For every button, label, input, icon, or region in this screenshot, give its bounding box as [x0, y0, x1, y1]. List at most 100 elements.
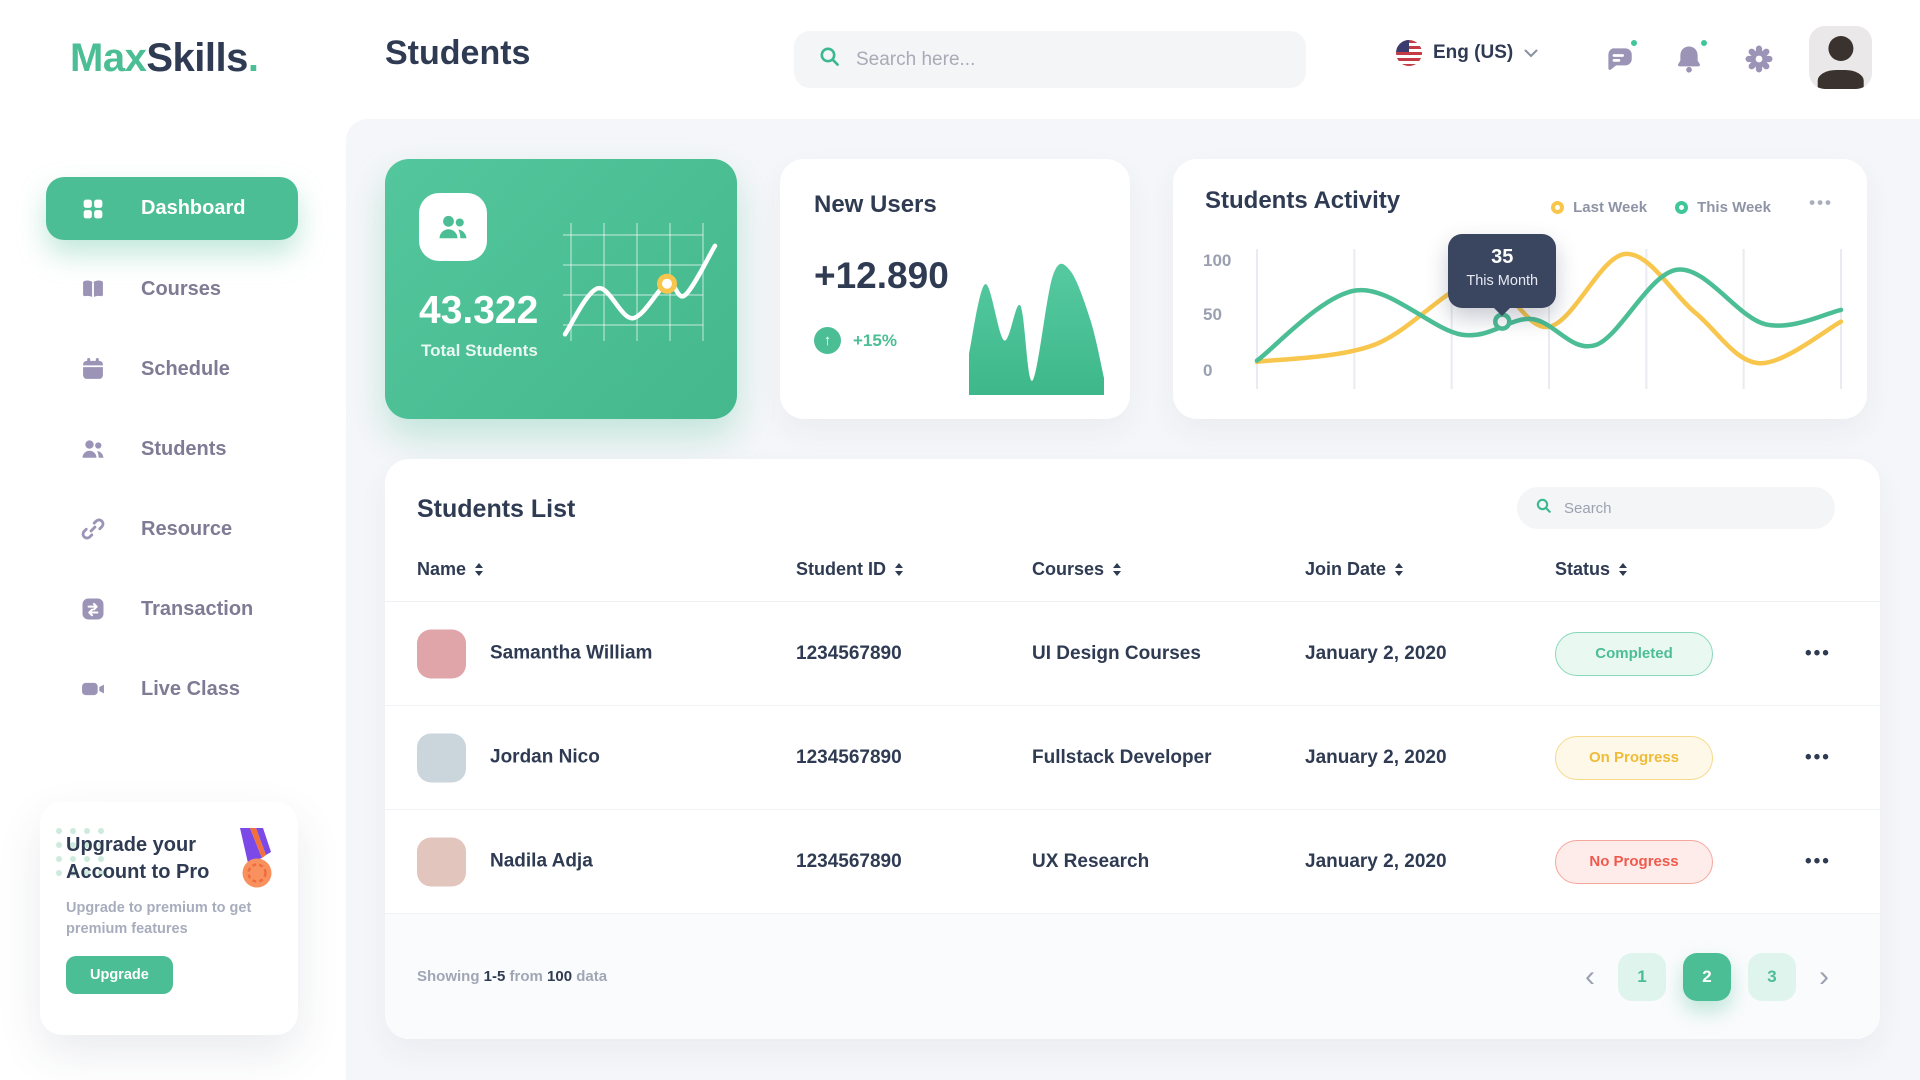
chat-icon[interactable]	[1602, 38, 1639, 78]
brand-logo: MaxSkills.	[70, 36, 259, 80]
sidebar-item-label: Courses	[141, 277, 222, 300]
sidebar-item-schedule[interactable]: Schedule	[0, 329, 346, 409]
total-students-value: 43.322	[419, 289, 539, 332]
legend-this-week: This Week	[1675, 199, 1771, 216]
sidebar-item-courses[interactable]: Courses	[0, 249, 346, 329]
language-selector[interactable]: Eng (US)	[1396, 40, 1538, 66]
table-search	[1517, 487, 1835, 529]
status-badge: No Progress	[1555, 839, 1713, 884]
new-users-title: New Users	[814, 191, 937, 218]
total-students-card: 43.322 Total Students	[385, 159, 737, 419]
grid-icon	[78, 194, 108, 224]
chevron-right-icon[interactable]: ›	[1819, 959, 1829, 993]
sort-icon	[1395, 563, 1404, 576]
row-menu-icon[interactable]: •••	[1805, 746, 1831, 768]
chart-tooltip: 35 This Month	[1448, 233, 1557, 308]
student-name: Jordan Nico	[490, 746, 600, 768]
activity-line-chart	[1254, 249, 1844, 389]
table-search-input[interactable]	[1564, 499, 1835, 517]
notification-dot	[1699, 38, 1709, 48]
sidebar-item-label: Live Class	[141, 677, 240, 700]
page-title: Students	[385, 34, 531, 72]
table-row: Nadila Adja 1234567890 UX Research Janua…	[385, 810, 1880, 914]
chart-legend: Last Week This Week	[1551, 199, 1771, 216]
student-name: Nadila Adja	[490, 850, 593, 872]
legend-dot-yellow	[1551, 201, 1565, 214]
column-header-name[interactable]: Name	[417, 559, 484, 580]
global-search	[794, 31, 1306, 88]
total-students-label: Total Students	[421, 341, 538, 360]
y-axis-tick: 0	[1203, 361, 1213, 380]
search-icon	[1535, 497, 1553, 520]
arrow-up-icon: ↑	[814, 327, 841, 354]
column-header-student-id[interactable]: Student ID	[796, 559, 903, 580]
us-flag-icon	[1396, 40, 1422, 66]
new-users-value: +12.890	[814, 255, 949, 296]
sidebar-item-label: Schedule	[141, 357, 230, 380]
pagination: ‹ 1 2 3 ›	[1579, 952, 1835, 1001]
avatar	[417, 733, 466, 782]
sort-icon	[1113, 563, 1122, 576]
transfer-icon	[78, 594, 108, 624]
sidebar-item-live-class[interactable]: Live Class	[0, 649, 346, 729]
ellipsis-icon[interactable]: •••	[1809, 193, 1833, 212]
medal-icon	[232, 828, 278, 897]
students-list-title: Students List	[417, 495, 576, 523]
sort-icon	[1619, 563, 1628, 576]
link-icon	[78, 514, 108, 544]
students-icon	[419, 193, 487, 261]
upgrade-button[interactable]: Upgrade	[66, 956, 173, 995]
language-label: Eng (US)	[1433, 42, 1514, 63]
status-badge: On Progress	[1555, 735, 1713, 780]
sidebar-item-label: Students	[141, 437, 227, 460]
new-users-card: New Users +12.890 ↑ +15%	[780, 159, 1130, 419]
search-input[interactable]	[856, 48, 1306, 71]
dots-decoration	[56, 828, 112, 884]
page-button-3[interactable]: 3	[1748, 952, 1796, 1001]
table-row: Jordan Nico 1234567890 Fullstack Develop…	[385, 706, 1880, 810]
student-id: 1234567890	[796, 850, 902, 872]
row-menu-icon[interactable]: •••	[1805, 642, 1831, 664]
column-header-courses[interactable]: Courses	[1032, 559, 1122, 580]
sidebar-item-students[interactable]: Students	[0, 409, 346, 489]
sidebar-item-transaction[interactable]: Transaction	[0, 569, 346, 649]
status-badge: Completed	[1555, 631, 1713, 676]
sidebar-item-label: Transaction	[141, 597, 254, 620]
sort-icon	[475, 563, 484, 576]
column-header-status[interactable]: Status	[1555, 559, 1628, 580]
sidebar-item-resource[interactable]: Resource	[0, 489, 346, 569]
column-header-join-date[interactable]: Join Date	[1305, 559, 1404, 580]
student-join-date: January 2, 2020	[1305, 746, 1447, 768]
student-name: Samantha William	[490, 642, 653, 664]
gear-icon[interactable]	[1742, 42, 1778, 78]
legend-last-week: Last Week	[1551, 199, 1647, 216]
student-id: 1234567890	[796, 746, 902, 768]
user-avatar[interactable]	[1809, 26, 1872, 89]
total-students-trend-chart	[562, 223, 718, 341]
page-button-1[interactable]: 1	[1618, 952, 1666, 1001]
sidebar-item-dashboard[interactable]: Dashboard	[46, 177, 298, 240]
sidebar: MaxSkills. Dashboard Courses Schedule St…	[0, 0, 346, 1080]
chevron-left-icon[interactable]: ‹	[1585, 959, 1595, 993]
page-button-2[interactable]: 2	[1683, 952, 1731, 1001]
table-header: Name Student ID Courses Join Date Status	[385, 559, 1880, 602]
student-course: Fullstack Developer	[1032, 746, 1212, 768]
sidebar-menu: Dashboard Courses Schedule Students Reso…	[0, 169, 346, 729]
sidebar-item-label: Resource	[141, 517, 233, 540]
row-menu-icon[interactable]: •••	[1805, 850, 1831, 872]
new-users-delta: ↑ +15%	[814, 327, 897, 354]
table-row: Samantha William 1234567890 UI Design Co…	[385, 602, 1880, 706]
showing-summary: Showing 1-5 from 100 data	[417, 968, 608, 985]
avatar	[417, 837, 466, 886]
students-activity-card: Students Activity Last Week This Week ••…	[1173, 159, 1867, 419]
upgrade-title: Upgrade your Account to Pro	[66, 834, 210, 883]
sidebar-item-label: Dashboard	[141, 197, 246, 219]
table-footer: Showing 1-5 from 100 data ‹ 1 2 3 ›	[385, 914, 1880, 1039]
students-activity-title: Students Activity	[1205, 187, 1401, 214]
chevron-down-icon	[1524, 49, 1538, 57]
bell-icon[interactable]	[1672, 38, 1709, 78]
y-axis-tick: 100	[1203, 251, 1232, 270]
students-icon	[78, 434, 108, 464]
book-icon	[78, 274, 108, 304]
search-icon	[818, 45, 842, 74]
